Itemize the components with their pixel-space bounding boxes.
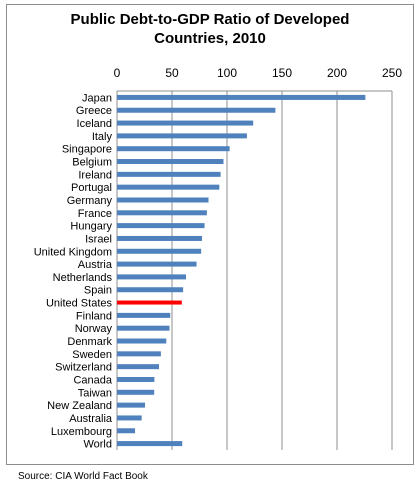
category-label: Finland (76, 310, 112, 322)
category-label: France (78, 208, 112, 220)
bar-italy (117, 133, 247, 139)
category-label: Canada (73, 374, 112, 386)
bar-united-states (117, 300, 182, 305)
x-axis: 0 50 100 150 200 250 (114, 66, 402, 92)
category-label: Denmark (67, 336, 112, 348)
bar-hungary (117, 223, 205, 229)
category-label: Japan (82, 92, 112, 104)
bar-japan (117, 94, 366, 100)
bar-singapore (117, 146, 230, 152)
bar-france (117, 210, 207, 216)
bar-new-zealand (117, 402, 146, 408)
category-label: Australia (69, 413, 113, 425)
source-note: Source: CIA World Fact Book (18, 471, 148, 482)
bar-belgium (117, 159, 224, 165)
category-label: Italy (92, 131, 113, 143)
bar-united-kingdom (117, 248, 202, 254)
category-label: Ireland (78, 169, 112, 181)
bar-denmark (117, 338, 167, 344)
category-label: United States (46, 298, 113, 310)
bar-israel (117, 235, 203, 241)
category-label: World (83, 439, 112, 451)
bars (117, 94, 366, 447)
chart-title-line1: Public Debt-to-GDP Ratio of Developed (70, 11, 350, 28)
category-label: Spain (84, 285, 112, 297)
y-axis: JapanGreeceIcelandItalySingaporeBelgiumI… (34, 92, 113, 450)
bar-spain (117, 287, 184, 293)
x-tick-label: 250 (382, 66, 402, 80)
bar-netherlands (117, 274, 186, 280)
category-label: Norway (75, 323, 113, 335)
category-label: Netherlands (53, 272, 113, 284)
bar-germany (117, 197, 209, 203)
category-label: Austria (78, 259, 113, 271)
bar-taiwan (117, 389, 155, 395)
category-label: Luxembourg (51, 426, 112, 438)
category-label: Taiwan (78, 387, 112, 399)
bar-portugal (117, 184, 220, 190)
bar-greece (117, 107, 276, 113)
bar-iceland (117, 120, 254, 126)
bar-norway (117, 325, 170, 331)
bar-austria (117, 261, 197, 267)
bar-australia (117, 415, 142, 421)
bar-sweden (117, 351, 161, 357)
bar-finland (117, 312, 171, 318)
category-label: Israel (85, 233, 112, 245)
x-tick-label: 0 (114, 66, 121, 80)
category-label: Sweden (72, 349, 112, 361)
chart-title-line2: Countries, 2010 (154, 30, 266, 47)
category-label: Belgium (72, 157, 112, 169)
category-label: Hungary (70, 221, 112, 233)
category-label: Greece (76, 105, 112, 117)
category-label: Germany (67, 195, 113, 207)
category-label: Iceland (77, 118, 112, 130)
category-label: United Kingdom (34, 246, 112, 258)
x-tick-label: 150 (272, 66, 292, 80)
category-label: Singapore (62, 144, 112, 156)
gridlines (116, 91, 393, 450)
category-label: Switzerland (55, 362, 112, 374)
bar-canada (117, 376, 155, 382)
x-tick-label: 50 (165, 66, 179, 80)
category-label: Portugal (71, 182, 112, 194)
bar-world (117, 441, 183, 447)
bar-ireland (117, 171, 221, 177)
bar-luxembourg (117, 428, 136, 434)
chart-title: Public Debt-to-GDP Ratio of Developed Co… (6, 10, 414, 48)
bar-switzerland (117, 364, 160, 370)
chart-frame (6, 4, 414, 465)
category-label: New Zealand (47, 400, 112, 412)
x-tick-label: 100 (217, 66, 237, 80)
x-tick-label: 200 (327, 66, 347, 80)
